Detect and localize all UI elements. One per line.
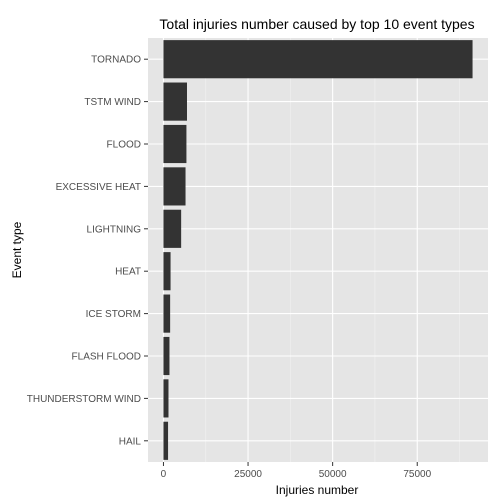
- bar-hail: [163, 421, 169, 460]
- y-tick-label: FLASH FLOOD: [72, 352, 141, 363]
- y-axis-title: Event type: [10, 221, 24, 278]
- y-tick-label: HEAT: [115, 267, 141, 278]
- bar-lightning: [163, 209, 182, 248]
- y-tick-label: HAIL: [119, 436, 142, 447]
- x-tick-label: 0: [161, 469, 167, 480]
- bar-heat: [163, 252, 171, 291]
- bar-ice-storm: [163, 294, 171, 333]
- y-tick-label: FLOOD: [107, 140, 141, 151]
- x-axis-title: Injuries number: [276, 483, 359, 497]
- y-tick-label: THUNDERSTORM WIND: [27, 394, 141, 405]
- bar-flash-flood: [163, 336, 170, 376]
- x-tick-label: 50000: [319, 469, 347, 480]
- y-tick-label: ICE STORM: [86, 309, 141, 320]
- bar-tstm-wind: [163, 82, 187, 121]
- y-tick-label: TSTM WIND: [84, 97, 141, 108]
- bar-thunderstorm-wind: [163, 379, 169, 418]
- x-axis: 0 25000 50000 75000: [161, 462, 432, 480]
- bar-flood: [163, 124, 187, 164]
- y-tick-label: EXCESSIVE HEAT: [56, 182, 141, 193]
- minor-gridlines: [205, 38, 460, 462]
- bar-tornado: [163, 40, 473, 79]
- y-tick-label: LIGHTNING: [87, 224, 142, 235]
- bars: [163, 40, 473, 460]
- plot-panel: [148, 38, 488, 462]
- bar-excessive-heat: [163, 167, 186, 206]
- y-axis: TORNADO TSTM WIND FLOOD EXCESSIVE HEAT LIGHT…: [27, 55, 148, 447]
- chart-title: Total injuries number caused by top 10 e…: [159, 16, 474, 32]
- x-tick-label: 75000: [403, 469, 431, 480]
- x-tick-label: 25000: [234, 469, 262, 480]
- y-tick-label: TORNADO: [91, 55, 141, 66]
